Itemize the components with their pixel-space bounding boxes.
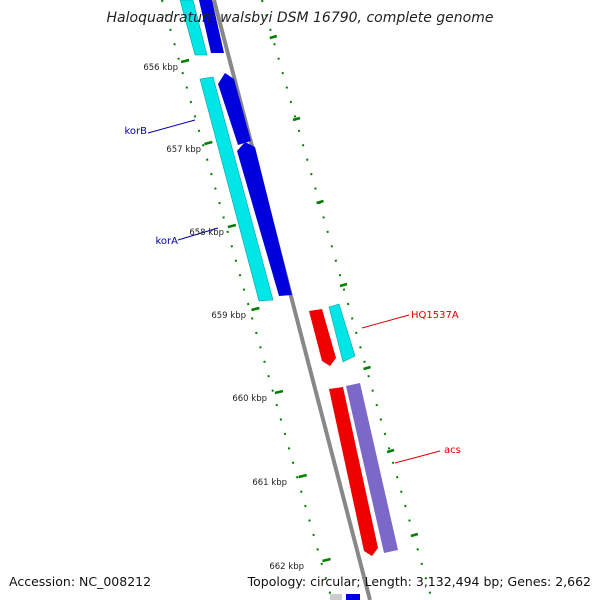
cds-bottom-blue bbox=[346, 594, 360, 600]
tick-label-660: 660 kbp bbox=[232, 394, 267, 404]
cds-cyan-long bbox=[199, 76, 274, 302]
left-dotted-guide bbox=[161, 0, 333, 600]
right-major-tick-2 bbox=[316, 199, 324, 205]
cds-acs-purple bbox=[346, 383, 398, 553]
major-tick-658 bbox=[227, 223, 237, 229]
gene-label-leaders bbox=[147, 119, 441, 464]
tick-label-661: 661 kbp bbox=[252, 478, 287, 488]
major-tick-661 bbox=[298, 473, 308, 479]
right-major-tick-1 bbox=[292, 116, 301, 122]
HQ1537A-leader bbox=[361, 314, 410, 329]
cds-cyan-top-fill bbox=[179, 0, 208, 56]
genome-backbone-line bbox=[212, 0, 372, 600]
cds-bottom-gray bbox=[330, 594, 342, 600]
right-major-tick-5 bbox=[386, 448, 395, 454]
tick-label-662: 662 kbp bbox=[269, 562, 304, 572]
gene-label-acs: acs bbox=[444, 445, 461, 456]
acs-features bbox=[329, 383, 398, 556]
bottom-partial-features bbox=[330, 594, 360, 600]
cds-HQ1537A-cyan bbox=[328, 303, 356, 363]
map-title: Haloquadratum walsbyi DSM 16790, complet… bbox=[107, 10, 494, 26]
cds-korA bbox=[237, 142, 292, 296]
cds-blue-top-fill bbox=[199, 0, 224, 53]
accession-text: Accession: NC_008212 bbox=[9, 574, 151, 589]
right-major-tick-3 bbox=[339, 282, 348, 288]
tick-label-659: 659 kbp bbox=[211, 311, 246, 321]
cds-korB bbox=[218, 73, 251, 145]
cds-acs-red bbox=[329, 387, 378, 556]
major-tick-662 bbox=[322, 557, 331, 563]
kor-features bbox=[199, 73, 292, 302]
scale-ticks bbox=[180, 34, 419, 563]
hq1537a-features bbox=[309, 303, 356, 366]
right-major-tick-0 bbox=[269, 34, 278, 40]
major-tick-656 bbox=[180, 58, 190, 64]
acs-leader bbox=[394, 450, 441, 464]
right-major-tick-6 bbox=[410, 532, 419, 538]
korB-leader bbox=[147, 119, 196, 134]
major-tick-659 bbox=[251, 306, 260, 312]
genome-summary-text: Topology: circular; Length: 3,132,494 bp… bbox=[247, 574, 591, 589]
top-partial-features bbox=[178, 0, 224, 57]
korA-leader bbox=[177, 227, 219, 241]
major-tick-657 bbox=[204, 140, 213, 146]
major-tick-660 bbox=[274, 389, 284, 395]
tick-label-656: 656 kbp bbox=[143, 63, 178, 73]
gene-label-korB: korB bbox=[124, 126, 147, 137]
gene-label-korA: korA bbox=[155, 236, 178, 247]
cds-HQ1537A-red bbox=[309, 309, 336, 366]
tick-label-658: 658 kbp bbox=[189, 228, 224, 238]
tick-label-657: 657 kbp bbox=[166, 145, 201, 155]
right-major-tick-4 bbox=[363, 365, 371, 371]
gene-label-HQ1537A: HQ1537A bbox=[411, 310, 459, 321]
